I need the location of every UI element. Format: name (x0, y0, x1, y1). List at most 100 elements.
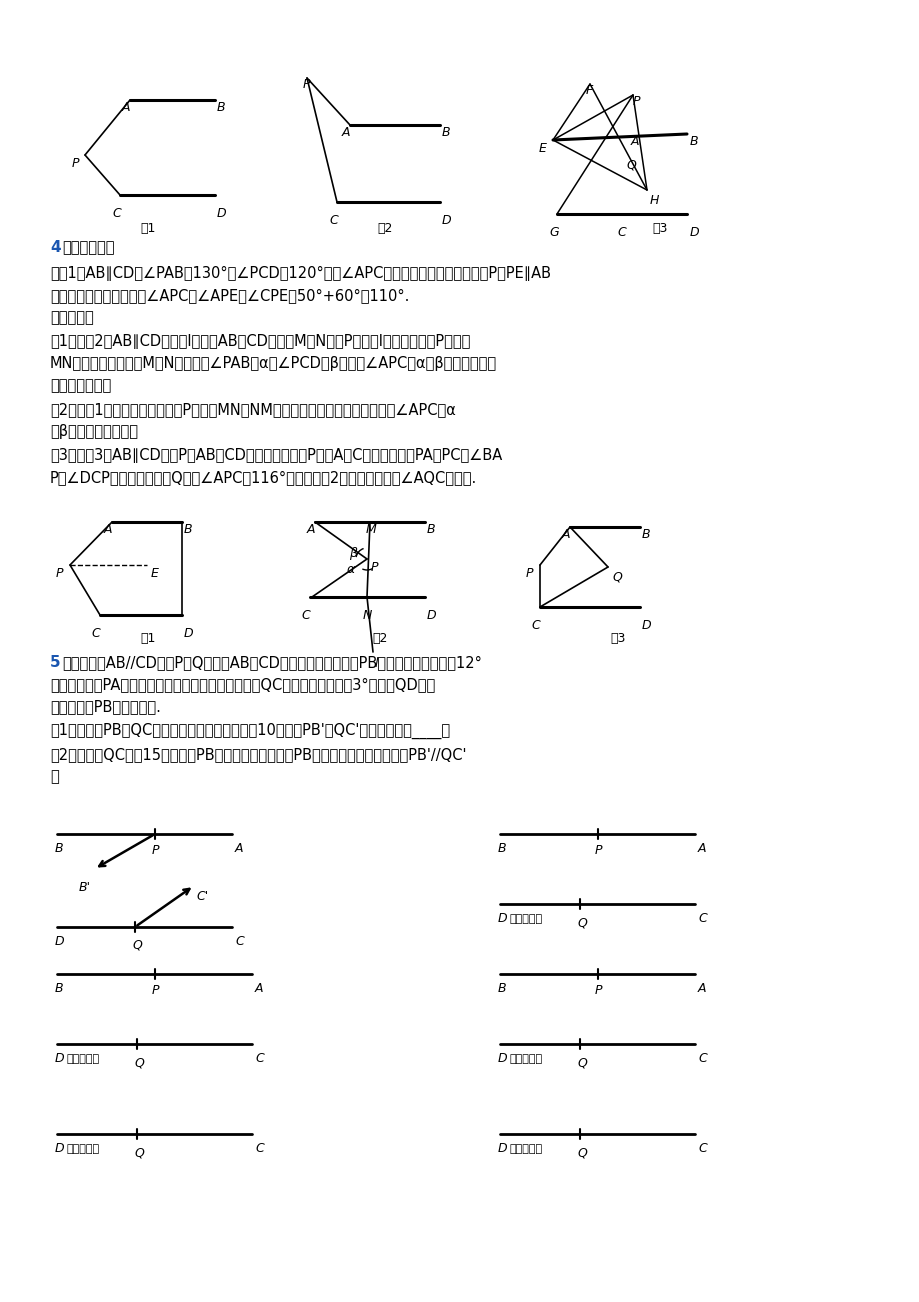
Text: M: M (366, 523, 377, 536)
Text: 图1: 图1 (141, 631, 155, 644)
Text: 如图1，AB∥CD，∠PAB＝130°，∠PCD＝120°．求∠APC的度数．小明的思路是：过P作PE∥AB: 如图1，AB∥CD，∠PAB＝130°，∠PCD＝120°．求∠APC的度数．小… (50, 266, 550, 281)
Text: B: B (497, 842, 506, 855)
Text: P: P (595, 844, 602, 857)
Text: B: B (55, 982, 63, 995)
Text: Q: Q (576, 1056, 586, 1069)
Text: D: D (441, 214, 451, 227)
Text: （备用图）: （备用图） (67, 1055, 100, 1064)
Text: A: A (562, 529, 570, 542)
Text: （3）如图3，AB∥CD，点P是AB、CD之间的一点（点P在点A、C右侧），连接PA、PC，∠BA: （3）如图3，AB∥CD，点P是AB、CD之间的一点（点P在点A、C右侧），连接… (50, 448, 502, 464)
Text: 4: 4 (50, 240, 61, 255)
Text: B: B (184, 523, 192, 536)
Text: C: C (617, 227, 625, 240)
Text: E: E (151, 566, 159, 579)
Text: 图2: 图2 (377, 223, 392, 234)
Text: P: P (595, 984, 602, 997)
Text: D: D (426, 609, 437, 622)
Text: N: N (363, 609, 372, 622)
Text: （备用图）: （备用图） (67, 1144, 100, 1154)
Text: D: D (497, 911, 507, 924)
Text: C: C (91, 628, 99, 641)
Text: B: B (497, 982, 506, 995)
Text: ，通过平行线性质，可得∠APC＝∠APE＋∠CPE＝50°+60°＝110°.: ，通过平行线性质，可得∠APC＝∠APE＋∠CPE＝50°+60°＝110°. (50, 288, 409, 303)
Text: 问题解决：: 问题解决： (50, 310, 94, 326)
Text: （备用图）: （备用图） (509, 1144, 542, 1154)
Text: D: D (184, 628, 193, 641)
Text: （备用图）: （备用图） (509, 914, 542, 924)
Text: ．问题情境：: ．问题情境： (62, 240, 114, 255)
Text: （1）如图2，AB∥CD，直线l分别与AB、CD交于点M、N，点P在直线l上运动，当点P在线段: （1）如图2，AB∥CD，直线l分别与AB、CD交于点M、N，点P在直线l上运动… (50, 335, 470, 349)
Text: β: β (348, 547, 357, 560)
Text: α: α (346, 562, 355, 575)
Text: D: D (497, 1052, 507, 1065)
Text: B: B (689, 135, 698, 148)
Text: D: D (689, 227, 698, 240)
Text: D: D (641, 618, 651, 631)
Text: Q: Q (611, 572, 621, 585)
Text: P: P (526, 566, 533, 579)
Text: B: B (217, 102, 225, 115)
Text: D: D (497, 1142, 507, 1155)
Text: C: C (698, 1142, 706, 1155)
Text: Q: Q (131, 939, 142, 952)
Text: A: A (698, 982, 706, 995)
Text: P和∠DCP的平分线交于点Q．若∠APC＝116°，请结合（2）中的规律，求∠AQC的度数.: P和∠DCP的平分线交于点Q．若∠APC＝116°，请结合（2）中的规律，求∠A… (50, 470, 477, 486)
Text: C: C (530, 618, 539, 631)
Text: A: A (630, 135, 639, 148)
Text: B': B' (78, 881, 90, 894)
Text: ，此时射线PB也停止旋转.: ，此时射线PB也停止旋转. (50, 699, 161, 713)
Text: C: C (698, 911, 706, 924)
Text: C: C (255, 1142, 264, 1155)
Text: 5: 5 (50, 655, 61, 671)
Text: MN上运动时（不与点M、N重合），∠PAB＝α，∠PCD＝β，判断∠APC、α、β之间的数量关: MN上运动时（不与点M、N重合），∠PAB＝α，∠PCD＝β，判断∠APC、α、… (50, 355, 496, 371)
Text: 、β之间的数量关系；: 、β之间的数量关系； (50, 424, 138, 439)
Text: B: B (641, 529, 650, 542)
Text: C: C (234, 935, 244, 948)
Text: Q: Q (134, 1146, 143, 1159)
Text: D: D (55, 1052, 64, 1065)
Text: 图1: 图1 (141, 223, 155, 234)
Text: A: A (104, 523, 112, 536)
Text: P: P (632, 95, 640, 108)
Text: D: D (55, 935, 64, 948)
Text: （1）若射线PB、QC同时开始旋转，当旋转时间10秒时，PB'与QC'的位置关系为____；: （1）若射线PB、QC同时开始旋转，当旋转时间10秒时，PB'与QC'的位置关系… (50, 723, 449, 740)
Text: B: B (55, 842, 63, 855)
Text: C: C (698, 1052, 706, 1065)
Text: 图2: 图2 (372, 631, 387, 644)
Text: Q: Q (576, 917, 586, 930)
Text: P: P (152, 844, 159, 857)
Text: （2）若射线QC先转15秒，射线PB才开始转动，当射线PB旋转的时间为多少秒时，PB'//QC': （2）若射线QC先转15秒，射线PB才开始转动，当射线PB旋转的时间为多少秒时，… (50, 747, 466, 762)
Text: ．: ． (50, 769, 59, 784)
Text: C: C (255, 1052, 264, 1065)
Text: G: G (549, 227, 558, 240)
Text: C: C (112, 207, 120, 220)
Text: 图3: 图3 (652, 223, 667, 234)
Text: A: A (342, 126, 350, 139)
Text: A: A (122, 102, 130, 115)
Text: P: P (302, 78, 311, 91)
Text: l: l (375, 658, 378, 671)
Text: Q: Q (625, 158, 635, 171)
Text: B: B (441, 126, 450, 139)
Text: 的速度旋转至PA便立即回转，并不断往返旋转；射线QC按逆时针方向每秒3°旋转至QD停止: 的速度旋转至PA便立即回转，并不断往返旋转；射线QC按逆时针方向每秒3°旋转至Q… (50, 677, 435, 691)
Text: H: H (650, 194, 659, 207)
Text: P: P (56, 566, 63, 579)
Text: D: D (55, 1142, 64, 1155)
Text: E: E (539, 142, 546, 155)
Text: F: F (585, 85, 593, 98)
Text: 系并说明理由；: 系并说明理由； (50, 378, 111, 393)
Text: A: A (307, 523, 315, 536)
Text: Q: Q (134, 1056, 143, 1069)
Text: C: C (301, 609, 310, 622)
Text: A: A (234, 842, 244, 855)
Text: （2）在（1）的条件下，如果点P在线段MN或NM的延长线上运动时．请直接写出∠APC、α: （2）在（1）的条件下，如果点P在线段MN或NM的延长线上运动时．请直接写出∠A… (50, 402, 456, 417)
Text: A: A (698, 842, 706, 855)
Text: C': C' (196, 889, 208, 902)
Text: （备用图）: （备用图） (509, 1055, 542, 1064)
Text: Q: Q (576, 1146, 586, 1159)
Text: 图3: 图3 (609, 631, 625, 644)
Text: C: C (329, 214, 337, 227)
Text: D: D (217, 207, 226, 220)
Text: P: P (72, 158, 79, 171)
Text: A: A (255, 982, 263, 995)
